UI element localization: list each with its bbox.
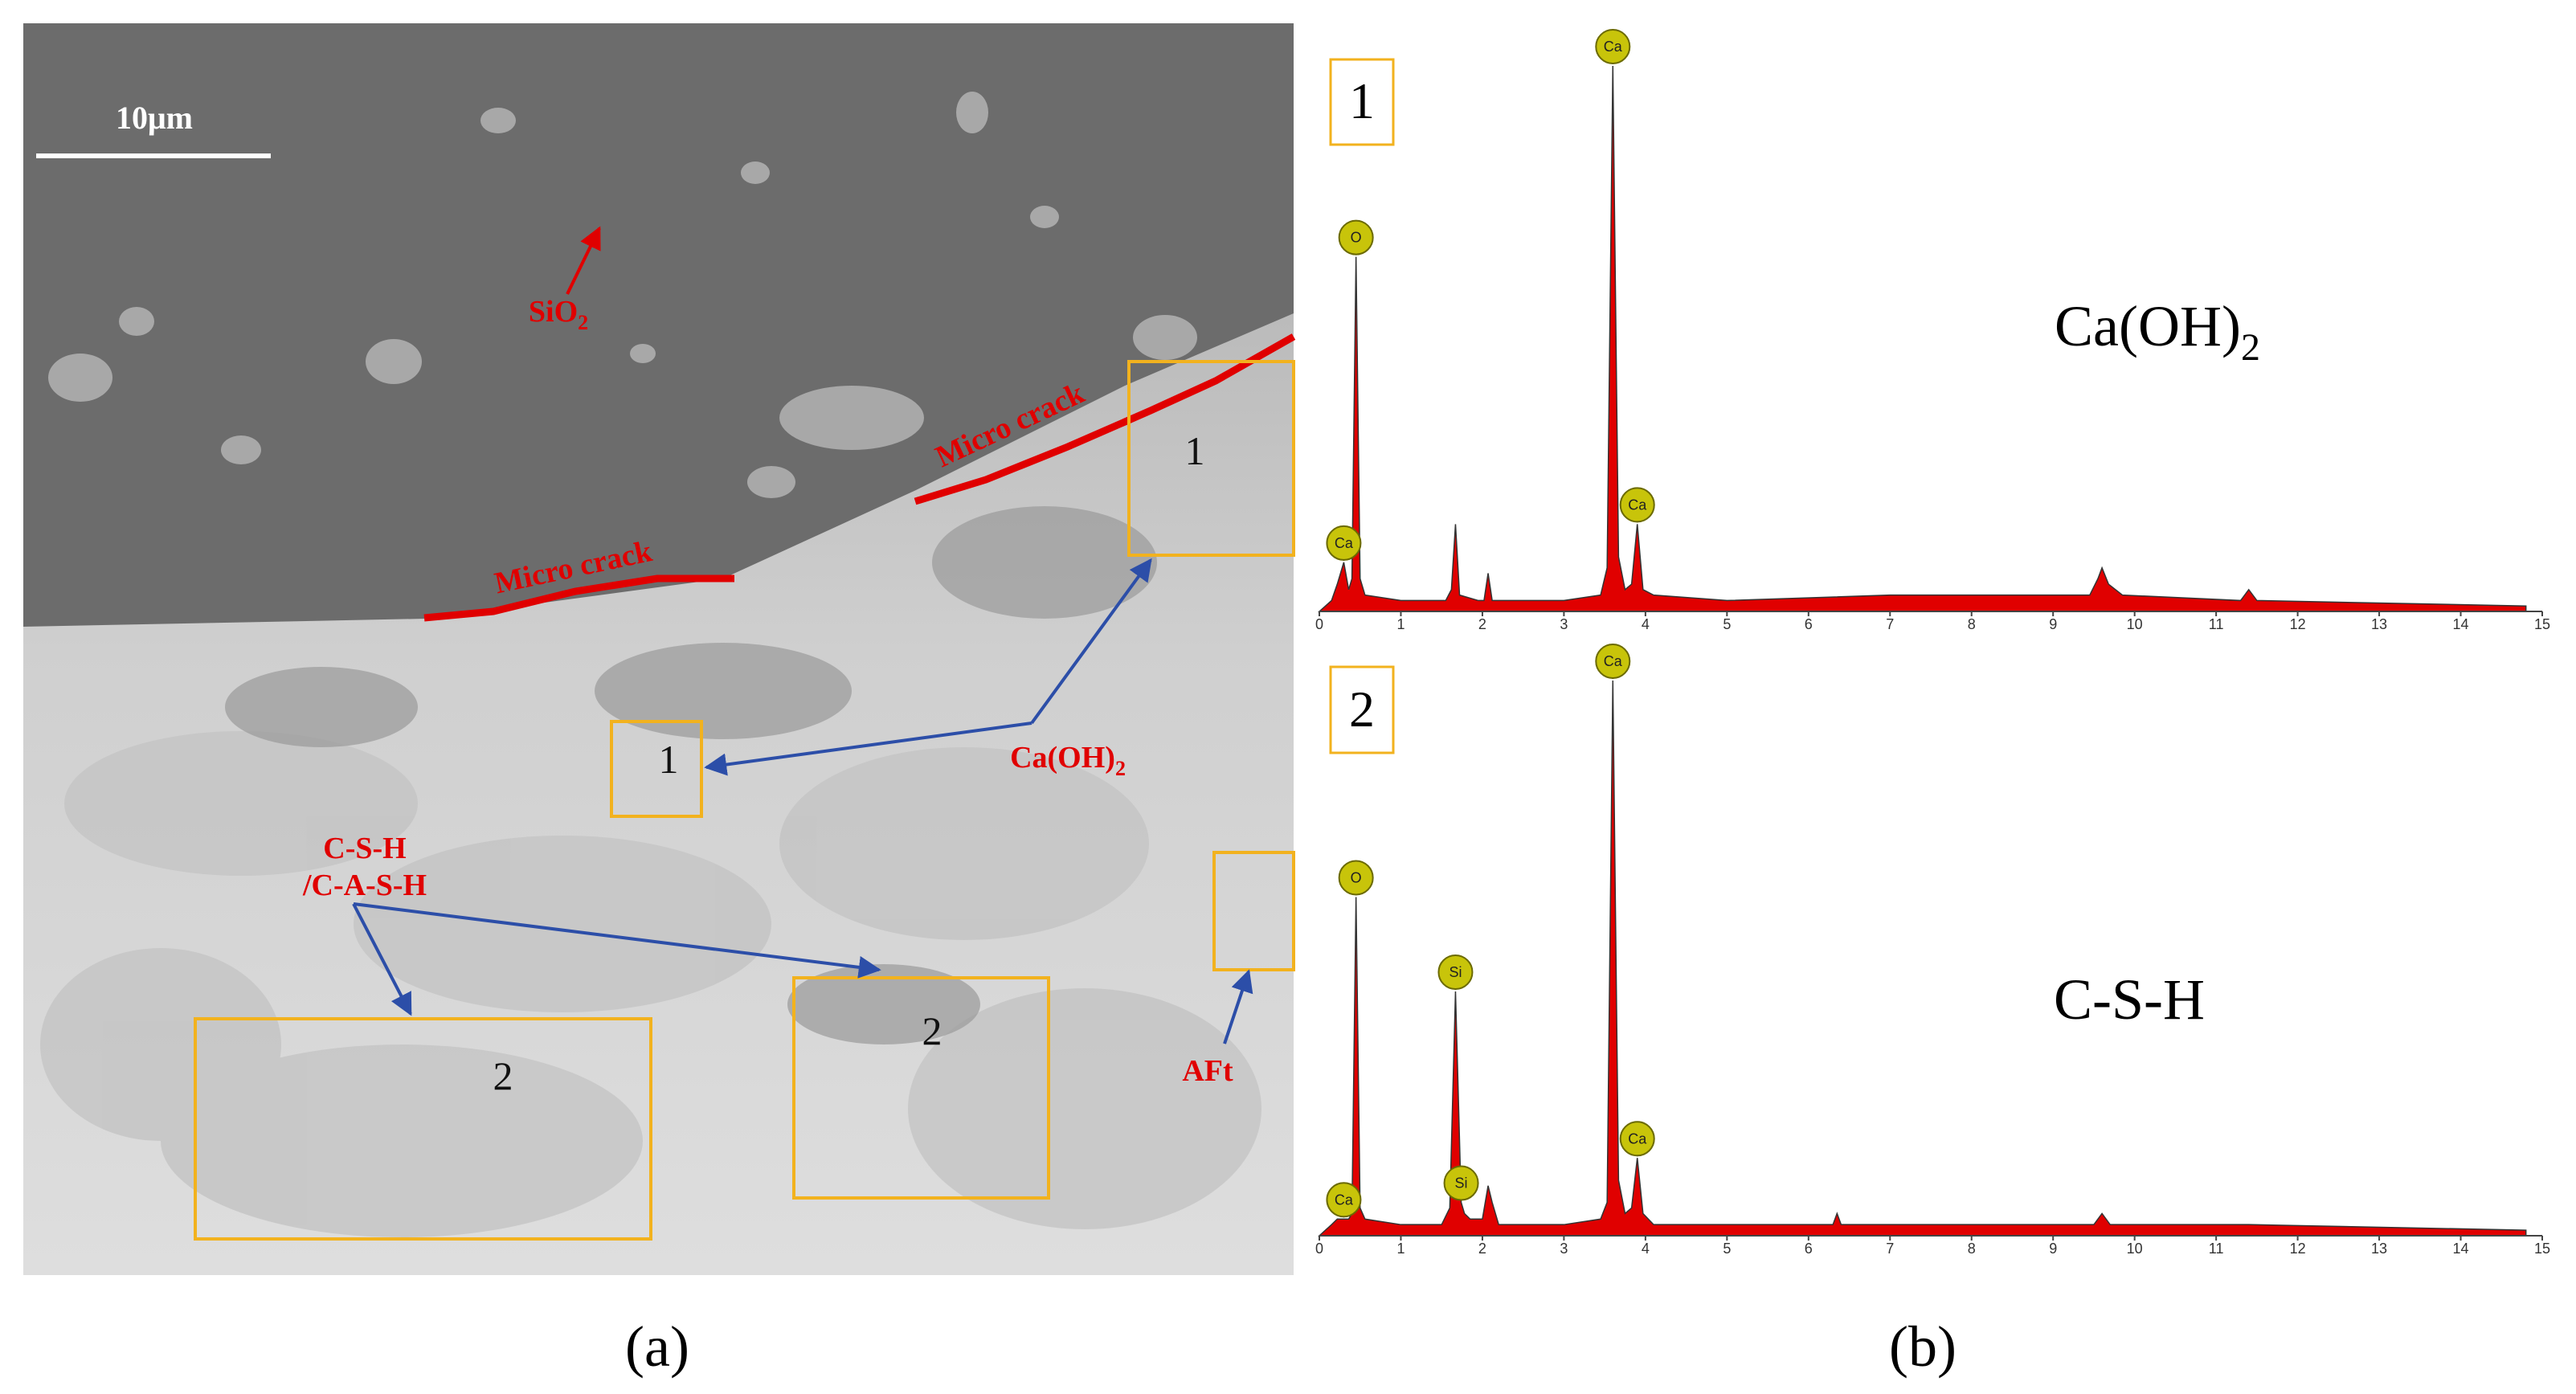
peak-marker xyxy=(1595,644,1631,679)
phase-label: Ca(OH)2 xyxy=(2055,294,2260,369)
x-tick-label: 14 xyxy=(2453,1241,2469,1257)
box-label: 2 xyxy=(922,1008,942,1053)
x-tick-label: 11 xyxy=(2209,616,2224,632)
spectrum-label: 1 xyxy=(1349,72,1375,129)
x-tick-label: 12 xyxy=(2290,616,2306,632)
peak-label: Si xyxy=(1449,964,1462,980)
x-tick-label: 9 xyxy=(2049,1241,2057,1257)
x-tick-label: 9 xyxy=(2049,616,2057,632)
x-tick-label: 11 xyxy=(2209,1241,2224,1257)
box-label: 1 xyxy=(1185,428,1205,473)
peak-marker xyxy=(1326,525,1362,561)
x-tick-label: 0 xyxy=(1315,1241,1323,1257)
label-text: Ca(OH) xyxy=(1010,741,1115,775)
x-tick-label: 1 xyxy=(1396,1241,1405,1257)
peak-marker xyxy=(1437,954,1474,990)
peak-label: Ca xyxy=(1604,653,1623,669)
x-tick-label: 0 xyxy=(1315,616,1323,632)
peak-marker xyxy=(1326,1182,1362,1218)
peak-label: Ca xyxy=(1628,1130,1647,1147)
csh-label: C-S-H xyxy=(323,832,406,865)
peak-marker xyxy=(1619,487,1655,523)
box-label: 1 xyxy=(659,737,679,782)
x-tick-label: 5 xyxy=(1723,616,1731,632)
x-tick-label: 8 xyxy=(1968,616,1976,632)
x-tick-label: 14 xyxy=(2453,616,2469,632)
caption: (a) xyxy=(625,1314,689,1379)
x-tick-label: 13 xyxy=(2371,1241,2387,1257)
x-tick-label: 10 xyxy=(2127,616,2143,632)
label-text: SiO xyxy=(529,295,578,329)
peak-label: O xyxy=(1351,869,1362,885)
x-tick-label: 15 xyxy=(2534,1241,2550,1257)
spectrum-label: 2 xyxy=(1349,681,1375,738)
spectrum-area xyxy=(1318,680,2527,1237)
x-tick-label: 8 xyxy=(1968,1241,1976,1257)
x-tick-label: 1 xyxy=(1396,616,1405,632)
box-label: 2 xyxy=(493,1053,513,1098)
label-text: Ca(OH) xyxy=(2055,294,2241,358)
x-tick-label: 13 xyxy=(2371,616,2387,632)
sio2-label: SiO2 xyxy=(529,295,588,334)
csh-label: /C-A-S-H xyxy=(302,869,427,902)
x-tick-label: 7 xyxy=(1886,1241,1894,1257)
peak-label: Ca xyxy=(1604,39,1623,55)
peak-label: Ca xyxy=(1335,1192,1354,1208)
label-sub: 2 xyxy=(578,311,588,334)
x-tick-label: 4 xyxy=(1642,616,1650,632)
x-tick-label: 12 xyxy=(2290,1241,2306,1257)
x-tick-label: 3 xyxy=(1560,616,1568,632)
peak-label: O xyxy=(1351,230,1362,246)
aft-label: AFt xyxy=(1182,1054,1233,1088)
x-tick-label: 7 xyxy=(1886,616,1894,632)
label-sub: 2 xyxy=(2241,326,2260,369)
x-tick-label: 2 xyxy=(1478,616,1486,632)
peak-marker xyxy=(1619,1121,1655,1157)
label-sub: 2 xyxy=(1115,757,1126,780)
x-tick-label: 10 xyxy=(2127,1241,2143,1257)
peak-marker xyxy=(1338,860,1374,896)
x-tick-label: 2 xyxy=(1478,1241,1486,1257)
peak-label: Ca xyxy=(1335,535,1354,551)
peak-marker xyxy=(1595,29,1631,64)
peak-marker xyxy=(1338,219,1374,255)
x-tick-label: 5 xyxy=(1723,1241,1731,1257)
peak-label: Ca xyxy=(1628,497,1647,513)
scale-bar-label: 10μm xyxy=(116,100,193,136)
x-tick-label: 6 xyxy=(1805,1241,1813,1257)
phase-label: C-S-H xyxy=(2054,967,2205,1032)
x-tick-label: 4 xyxy=(1642,1241,1650,1257)
spectrum-area xyxy=(1318,65,2527,612)
sem-image: 10μm Micro crack Micro crack SiO2 Ca(OH)… xyxy=(23,23,1296,1275)
peak-label: Si xyxy=(1455,1175,1468,1192)
x-tick-label: 6 xyxy=(1805,616,1813,632)
peak-marker xyxy=(1443,1165,1479,1201)
caoh2-label: Ca(OH)2 xyxy=(1010,741,1126,780)
x-tick-label: 15 xyxy=(2534,616,2550,632)
x-tick-label: 3 xyxy=(1560,1241,1568,1257)
caption: (b) xyxy=(1889,1314,1957,1379)
